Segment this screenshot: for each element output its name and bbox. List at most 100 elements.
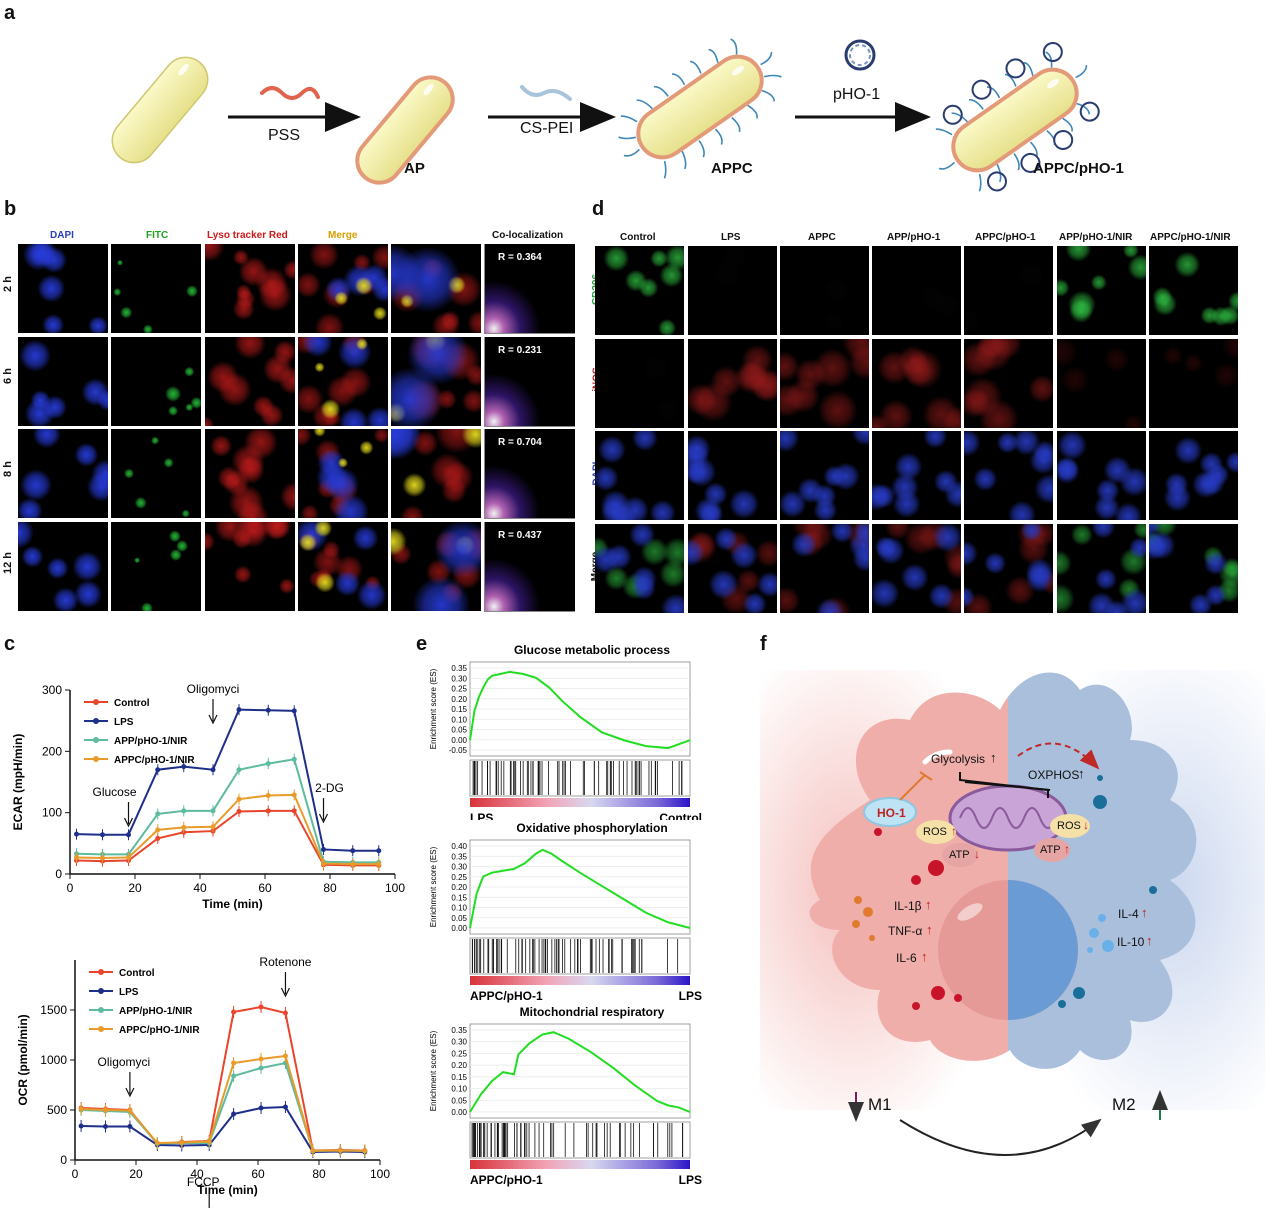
gsea-tick-label: 0.20 xyxy=(451,695,467,704)
legend-marker xyxy=(93,756,99,762)
gsea-rank-bar xyxy=(470,1160,690,1169)
annotation-label: 2-DG xyxy=(315,781,344,795)
b-tile-fitc-row4 xyxy=(111,522,201,611)
d-tile-merge-app-pho1 xyxy=(872,524,961,613)
gsea-title: Mitochondrial respiratory xyxy=(520,1005,665,1019)
d-tile-cd206-lps xyxy=(688,246,777,335)
panel-label-f: f xyxy=(760,633,767,655)
d-tile-inos-appc-pho1-nir xyxy=(1149,339,1238,428)
data-point xyxy=(258,1056,264,1062)
annotation-label: Glucose xyxy=(92,785,136,799)
panel-label-d: d xyxy=(592,198,605,220)
x-tick-label: 80 xyxy=(323,881,337,895)
b-tile-dapi-row3 xyxy=(18,429,108,518)
b-col-lyso: Lyso tracker Red xyxy=(207,230,288,241)
d-tile-cd206-appc-pho1 xyxy=(964,246,1053,335)
x-axis-label: Time (min) xyxy=(202,897,262,911)
series-line-2 xyxy=(76,758,379,864)
data-point xyxy=(179,1140,185,1145)
gsea-tick-label: 0.35 xyxy=(451,852,467,861)
d-tile-merge-app-pho1-nir xyxy=(1057,524,1146,613)
b-tile-lyso-row3 xyxy=(205,429,295,518)
legend-label: APP/pHO-1/NIR xyxy=(114,736,188,747)
data-point xyxy=(74,831,79,837)
il1b-up-arrow: ↑ xyxy=(925,897,932,912)
gsea-barcode-frame xyxy=(469,759,691,797)
b-tile-fitc-row3 xyxy=(111,429,201,518)
product-label-appc-pho1: APPC/pHO-1 xyxy=(1033,160,1124,177)
b-tile-merge-row3 xyxy=(298,429,388,518)
data-point xyxy=(210,767,216,773)
gsea-rank-bar xyxy=(470,798,690,807)
legend-marker xyxy=(98,1026,104,1032)
legend-label: APPC/pHO-1/NIR xyxy=(114,755,195,766)
b-tile-merge-row2 xyxy=(298,337,388,426)
x-tick-label: 100 xyxy=(385,881,405,895)
gsea-tick-label: 0.15 xyxy=(451,893,467,902)
gsea-tick-label: 0.05 xyxy=(451,914,467,923)
r-value-8h: R = 0.704 xyxy=(498,437,542,448)
x-tick-label: 20 xyxy=(129,1167,143,1181)
data-point xyxy=(321,846,326,852)
d-tile-inos-control xyxy=(595,339,684,428)
label-oxphos: OXPHOS xyxy=(1028,768,1080,782)
gsea-tick-label: 0.30 xyxy=(451,674,467,683)
gsea-tick-label: 0.10 xyxy=(451,1085,467,1094)
b-tile-dapi-row2 xyxy=(18,337,108,426)
d-col-appc-pho1: APPC/pHO-1 xyxy=(975,232,1036,243)
y-tick-label: 300 xyxy=(42,683,62,697)
series-line-0 xyxy=(76,809,379,867)
b-tile-dapi-row1 xyxy=(18,244,108,333)
data-point xyxy=(103,1124,108,1129)
data-point xyxy=(265,808,271,814)
glycolysis-up-arrow: ↑ xyxy=(990,750,997,765)
gsea-tick-label: 0.10 xyxy=(451,715,467,724)
data-point xyxy=(258,1065,264,1071)
data-point xyxy=(258,1105,264,1111)
annotation-label: Oligomyci xyxy=(98,1055,151,1069)
b-row-6h: 6 h xyxy=(1,368,14,384)
label-tnfa: TNF-α xyxy=(888,924,923,938)
bacterium-rod xyxy=(111,56,209,164)
series-line-3 xyxy=(81,1054,365,1152)
gsea-plot-mito: Mitochondrial respiratory 0.35 0.30 0.25 0.2… xyxy=(429,1005,702,1187)
b-tile-fitc-row1 xyxy=(111,244,201,333)
data-point xyxy=(236,707,242,713)
data-point xyxy=(236,796,242,802)
x-tick-label: 0 xyxy=(72,1167,79,1181)
data-point xyxy=(231,1060,237,1066)
d-tile-inos-appc-pho1 xyxy=(964,339,1053,428)
d-col-app-pho1-nir: APP/pHO-1/NIR xyxy=(1059,232,1133,243)
data-point xyxy=(291,708,297,714)
data-point xyxy=(236,767,242,773)
gsea-tick-label: 0.25 xyxy=(451,685,467,694)
data-point xyxy=(74,854,79,860)
r-value-2h: R = 0.364 xyxy=(498,252,542,263)
d-tile-dapi-appc-pho1 xyxy=(964,431,1053,520)
product-label-ap: AP xyxy=(404,160,425,177)
data-point xyxy=(100,832,105,838)
b-tile-merge-row1 xyxy=(298,244,388,333)
data-point xyxy=(258,1004,264,1010)
b-tile-zoom-row1 xyxy=(391,244,481,333)
gsea-tick-label: -0.05 xyxy=(449,746,468,755)
x-tick-label: 40 xyxy=(193,881,207,895)
d-tile-inos-app-pho1-nir xyxy=(1057,339,1146,428)
wavy-cspei-icon xyxy=(520,85,572,101)
data-point xyxy=(100,855,105,861)
data-point xyxy=(181,808,187,814)
wavy-pss-icon xyxy=(260,86,320,100)
data-point xyxy=(231,1111,237,1117)
gsea-right-label: Control xyxy=(659,811,702,820)
product-label-appc: APPC xyxy=(711,160,753,177)
label-ros-right: ROS xyxy=(1057,820,1081,832)
data-point xyxy=(210,824,216,830)
gsea-tick-label: 0.00 xyxy=(451,736,467,745)
d-tile-cd206-appc xyxy=(780,246,869,335)
gsea-es-curve xyxy=(469,670,691,750)
gsea-left-label: APPC/pHO-1 xyxy=(470,989,543,1003)
data-point xyxy=(291,756,297,762)
y-tick-label: 500 xyxy=(47,1103,67,1117)
x-tick-label: 40 xyxy=(190,1167,204,1181)
y-tick-label: 100 xyxy=(42,806,62,820)
